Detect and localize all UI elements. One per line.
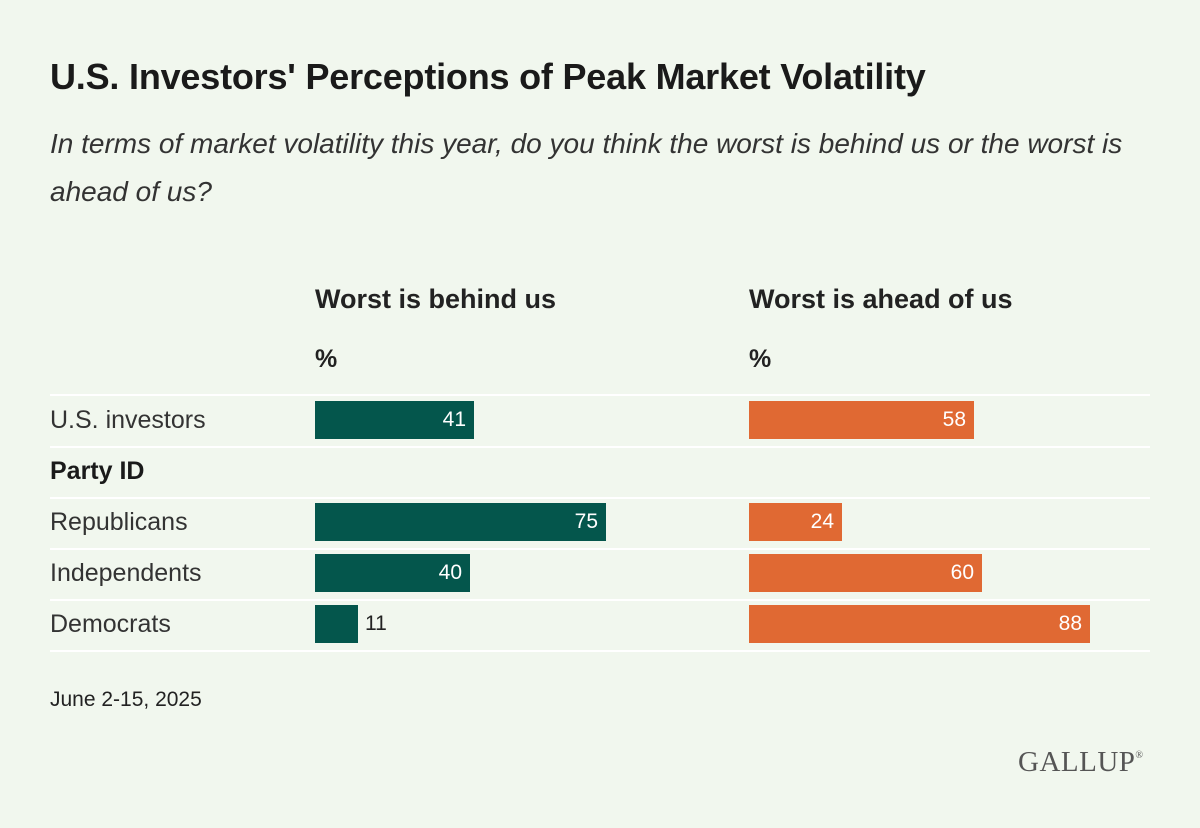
row-divider (50, 548, 1150, 550)
row-divider (50, 497, 1150, 499)
bar-behind-1 (315, 503, 606, 541)
bar-value-label: 75 (574, 510, 598, 533)
unit-label-behind: % (315, 345, 338, 373)
gallup-logo: GALLUP® (1018, 746, 1144, 778)
bar-behind-0 (315, 401, 474, 439)
series-header-behind: Worst is behind us (315, 284, 557, 314)
unit-label-ahead: % (749, 345, 772, 373)
date-label: June 2-15, 2025 (50, 688, 202, 711)
bar-value-label: 24 (810, 510, 834, 533)
chart-title: U.S. Investors' Perceptions of Peak Mark… (50, 56, 926, 97)
bar-value-label: 41 (442, 408, 466, 431)
bar-ahead-2 (749, 554, 982, 592)
row-label-us-investors: U.S. investors (50, 406, 206, 434)
bar-behind-2 (315, 554, 470, 592)
row-label-independents: Independents (50, 559, 202, 587)
series-header-ahead: Worst is ahead of us (749, 284, 1013, 314)
row-divider (50, 446, 1150, 448)
bar-ahead-3 (749, 605, 1090, 643)
row-divider (50, 650, 1150, 652)
group-label-party-id: Party ID (50, 457, 145, 485)
bar-value-label: 58 (942, 408, 966, 431)
bar-ahead-0 (749, 401, 974, 439)
row-label-democrats: Democrats (50, 610, 171, 638)
bar-value-label: 40 (438, 561, 462, 584)
bar-value-label: 88 (1058, 612, 1082, 635)
bar-behind-3 (315, 605, 358, 643)
row-divider (50, 599, 1150, 601)
chart-subtitle: In terms of market volatility this year,… (50, 128, 1123, 207)
row-label-republicans: Republicans (50, 508, 188, 536)
bar-value-label: 11 (365, 612, 387, 635)
row-divider (50, 394, 1150, 396)
bar-value-label: 60 (950, 561, 974, 584)
bar-ahead-1 (749, 503, 842, 541)
